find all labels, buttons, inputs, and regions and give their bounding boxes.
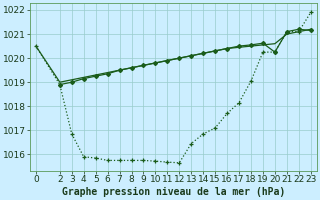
X-axis label: Graphe pression niveau de la mer (hPa): Graphe pression niveau de la mer (hPa) — [62, 187, 285, 197]
